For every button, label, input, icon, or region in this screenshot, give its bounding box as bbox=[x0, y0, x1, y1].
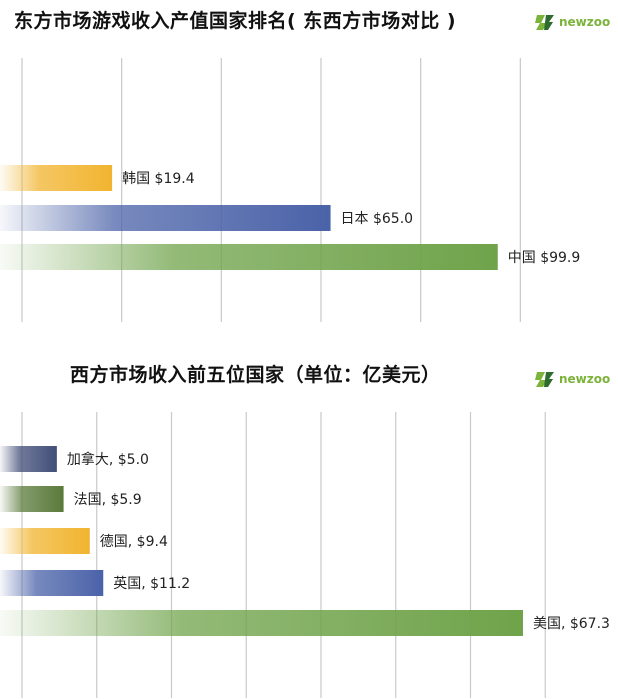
grid-lines bbox=[21, 58, 521, 322]
west-market-panel: 加拿大, $5.0 法国, $5.9 德国, $9.4 英国, $11.2 美国, $6… bbox=[0, 350, 618, 699]
chart-title: 东方市场游戏收入产值国家排名( 东西方市场对比 ) bbox=[14, 10, 457, 32]
bar-美国 bbox=[0, 610, 523, 636]
logo-text: newzoo bbox=[559, 372, 611, 386]
bar-label: 英国, $11.2 bbox=[113, 575, 190, 592]
bar-英国 bbox=[0, 570, 104, 596]
east-market-chart: 韩国 $19.4 日本 $65.0 中国 $99.9 bbox=[0, 58, 581, 322]
bar-label: 中国 $99.9 bbox=[508, 250, 581, 266]
newzoo-logo: newzoo bbox=[534, 368, 610, 390]
newzoo-logo: newzoo bbox=[534, 11, 610, 33]
bar-中国 bbox=[0, 244, 498, 270]
bar-label: 美国, $67.3 bbox=[533, 616, 610, 632]
logo-text: newzoo bbox=[559, 15, 611, 29]
newzoo-logo-icon bbox=[535, 15, 554, 30]
bar-label: 德国, $9.4 bbox=[100, 534, 168, 550]
bar-label: 日本 $65.0 bbox=[341, 211, 414, 227]
newzoo-logo-icon bbox=[535, 372, 554, 387]
bar-label: 法国, $5.9 bbox=[74, 492, 142, 508]
bar-加拿大 bbox=[0, 446, 57, 472]
bar-日本 bbox=[0, 205, 331, 231]
bar-label: 韩国 $19.4 bbox=[122, 171, 195, 187]
bar-法国 bbox=[0, 486, 64, 512]
east-market-panel: 韩国 $19.4 日本 $65.0 中国 $99.9 东方市场游戏收入产值国家排名(… bbox=[0, 0, 618, 340]
west-market-chart: 加拿大, $5.0 法国, $5.9 德国, $9.4 英国, $11.2 美国, $6… bbox=[0, 412, 610, 698]
bar-label: 加拿大, $5.0 bbox=[67, 451, 149, 468]
bar-德国 bbox=[0, 528, 90, 554]
chart-title: 西方市场收入前五位国家（单位：亿美元） bbox=[70, 364, 441, 386]
bar-韩国 bbox=[0, 165, 113, 191]
grid-lines bbox=[21, 412, 546, 698]
